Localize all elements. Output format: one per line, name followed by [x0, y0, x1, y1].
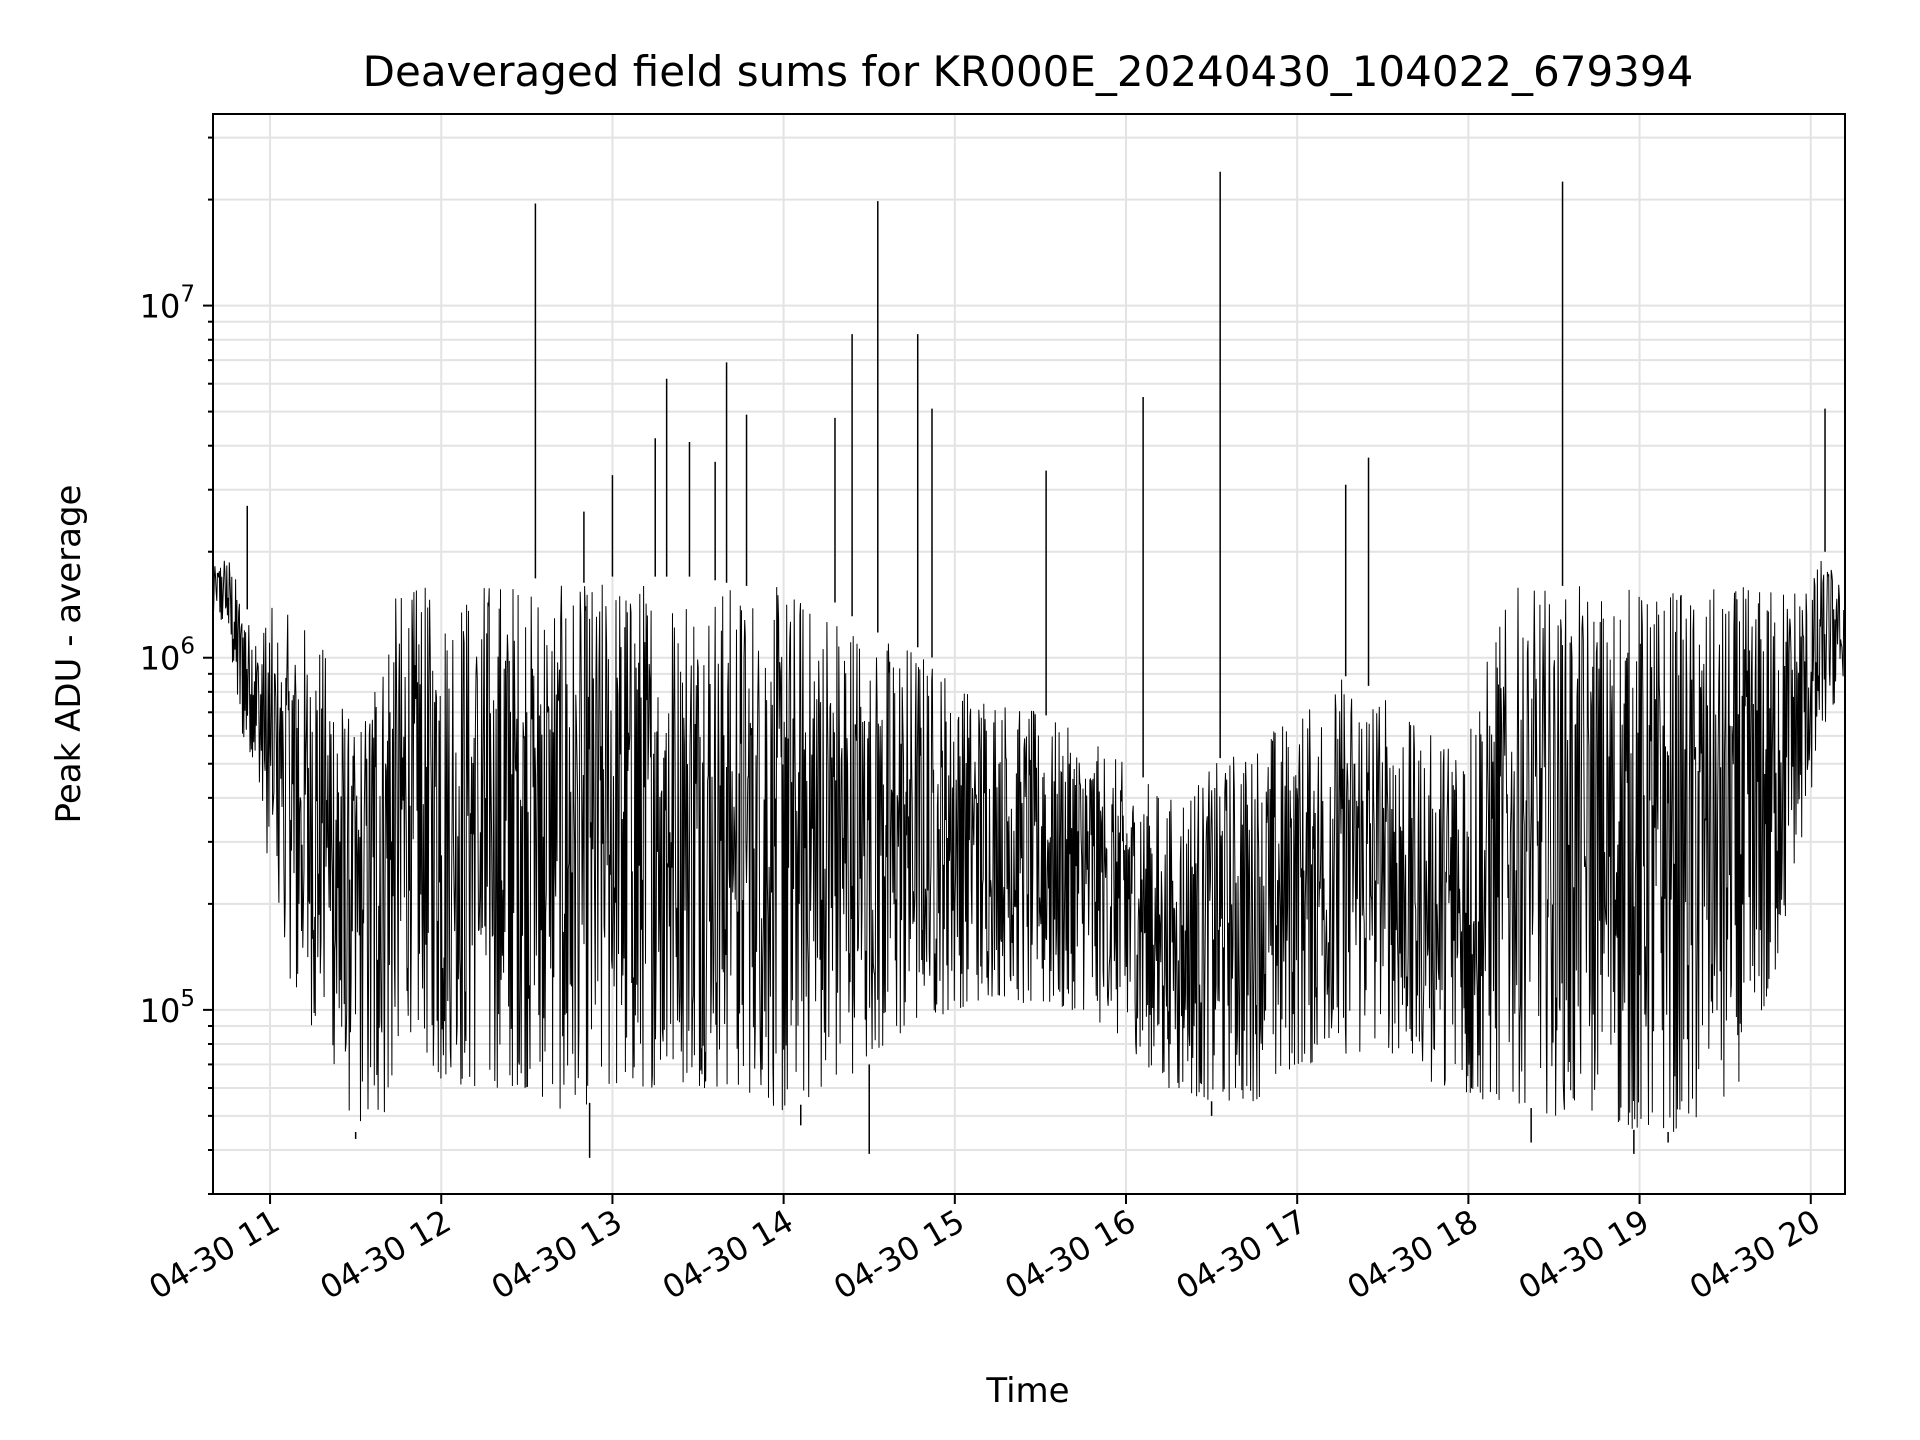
y-tick-label: 105 — [140, 986, 195, 1030]
chart-title: Deaveraged field sums for KR000E_2024043… — [363, 47, 1694, 96]
y-tick-mantissa: 10 — [140, 640, 181, 678]
y-tick-label: 106 — [140, 634, 195, 678]
data-series — [212, 171, 1846, 1158]
plot-frame — [212, 113, 1846, 1195]
y-tick-exponent: 6 — [180, 634, 195, 660]
y-tick-mantissa: 10 — [140, 992, 181, 1030]
x-axis-label: Time — [985, 1371, 1069, 1411]
y-tick-exponent: 7 — [180, 282, 195, 308]
series-line — [212, 560, 1846, 1132]
y-axis-label: Peak ADU - average — [49, 485, 89, 824]
y-tick-exponent: 5 — [180, 986, 195, 1012]
y-tick-label: 107 — [140, 282, 195, 326]
y-tick-mantissa: 10 — [140, 288, 181, 326]
